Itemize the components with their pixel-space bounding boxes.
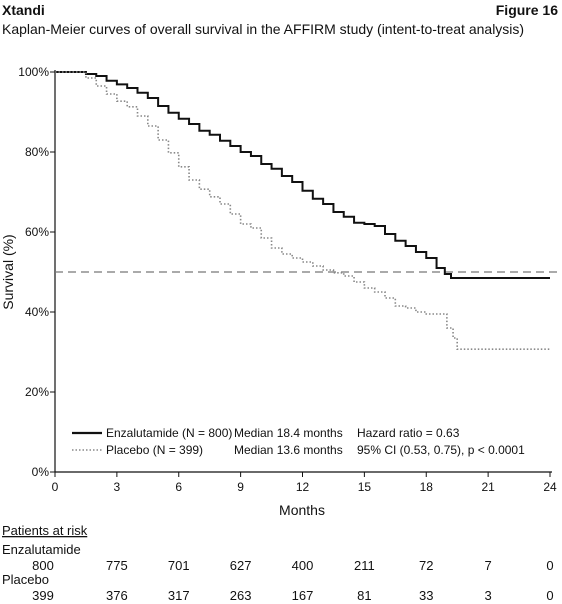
chart-legend: Enzalutamide (N = 800) Placebo (N = 399)… [72,426,525,457]
risk-value-enzalutamide: 627 [230,558,252,573]
brand-label: Xtandi [2,2,45,18]
x-tick-label: 9 [237,480,244,494]
risk-value-placebo: 0 [546,588,553,603]
x-axis-label: Months [279,502,325,518]
y-tick-label: 40% [25,305,49,319]
median-enzalutamide: Median 18.4 months [234,426,343,440]
risk-value-enzalutamide: 400 [292,558,314,573]
risk-value-placebo: 167 [292,588,314,603]
chart-title: Kaplan-Meier curves of overall survival … [2,21,525,37]
risk-value-enzalutamide: 7 [485,558,492,573]
x-tick-label: 24 [543,480,557,494]
risk-value-enzalutamide: 701 [168,558,190,573]
risk-value-enzalutamide: 211 [354,558,375,573]
hazard-ratio-annotation: Hazard ratio = 0.63 [357,426,460,440]
figure-label: Figure 16 [495,2,558,18]
series-layer [55,71,560,350]
y-tick-label: 100% [18,65,49,79]
x-tick-label: 6 [175,480,182,494]
x-tick-label: 15 [358,480,372,494]
x-tick-label: 12 [296,480,310,494]
risk-value-placebo: 399 [32,588,54,603]
risk-table-title: Patients at risk [2,523,88,538]
risk-value-enzalutamide: 800 [32,558,54,573]
risk-row-label-enzalutamide: Enzalutamide [2,542,81,557]
x-tick-label: 3 [114,480,121,494]
series-line-enzalutamide [55,71,550,279]
risk-value-placebo: 81 [357,588,371,603]
legend-label-placebo: Placebo (N = 399) [106,443,203,457]
y-tick-label: 60% [25,225,49,239]
x-tick-label: 21 [481,480,495,494]
risk-value-enzalutamide: 72 [419,558,433,573]
x-tick-label: 18 [420,480,434,494]
x-tick-label: 0 [52,480,59,494]
risk-value-enzalutamide: 775 [106,558,128,573]
risk-value-placebo: 3 [485,588,492,603]
y-tick-label: 80% [25,145,49,159]
chart-axes: 0% 20% 40% 60% 80% 100% 0 3 6 9 12 15 18 21 24 [18,65,557,494]
y-axis-label: Survival (%) [0,234,16,309]
risk-row-label-placebo: Placebo [2,572,49,587]
median-placebo: Median 13.6 months [234,443,343,457]
risk-table: Patients at risk Enzalutamide Placebo 80… [2,523,554,603]
risk-value-placebo: 376 [106,588,128,603]
y-tick-label: 0% [32,465,50,479]
legend-label-enzalutamide: Enzalutamide (N = 800) [106,426,232,440]
risk-value-placebo: 317 [168,588,190,603]
y-tick-label: 20% [25,385,49,399]
risk-value-enzalutamide: 0 [546,558,553,573]
series-line-placebo [55,71,550,350]
risk-value-placebo: 33 [419,588,433,603]
ci-annotation: 95% CI (0.53, 0.75), p < 0.0001 [357,443,525,457]
risk-value-placebo: 263 [230,588,252,603]
